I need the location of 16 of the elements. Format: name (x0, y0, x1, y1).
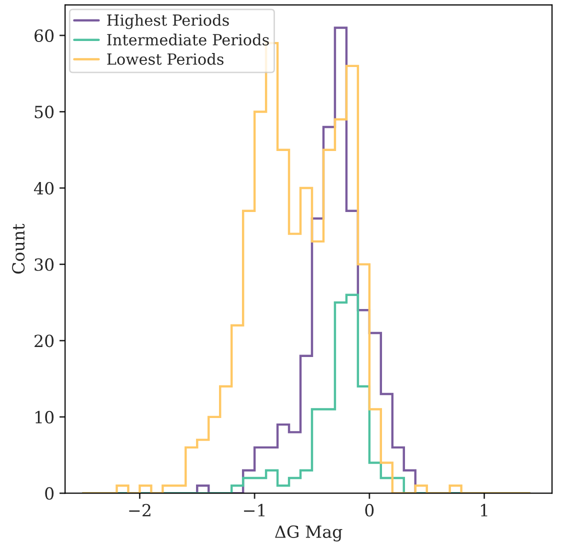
y-axis-title: Count (12, 224, 25, 274)
x-tick-label: 0 (365, 504, 374, 517)
x-tick-label: 1 (480, 504, 488, 516)
x-axis-title: ΔG Mag (275, 525, 342, 542)
x-tick-label: −2 (129, 504, 150, 516)
legend-label: Lowest Periods (107, 53, 224, 65)
y-tick-label: 10 (35, 410, 54, 424)
x-tick-label: −1 (244, 504, 264, 516)
y-tick-label: 20 (34, 334, 54, 348)
legend-label: Highest Periods (107, 14, 229, 30)
legend-label: Intermediate Periods (107, 34, 269, 46)
y-tick-label: 0 (45, 487, 54, 500)
y-tick-label: 50 (34, 106, 54, 118)
y-tick-label: 40 (34, 182, 54, 195)
y-tick-label: 30 (34, 258, 54, 271)
y-tick-label: 60 (34, 29, 54, 42)
